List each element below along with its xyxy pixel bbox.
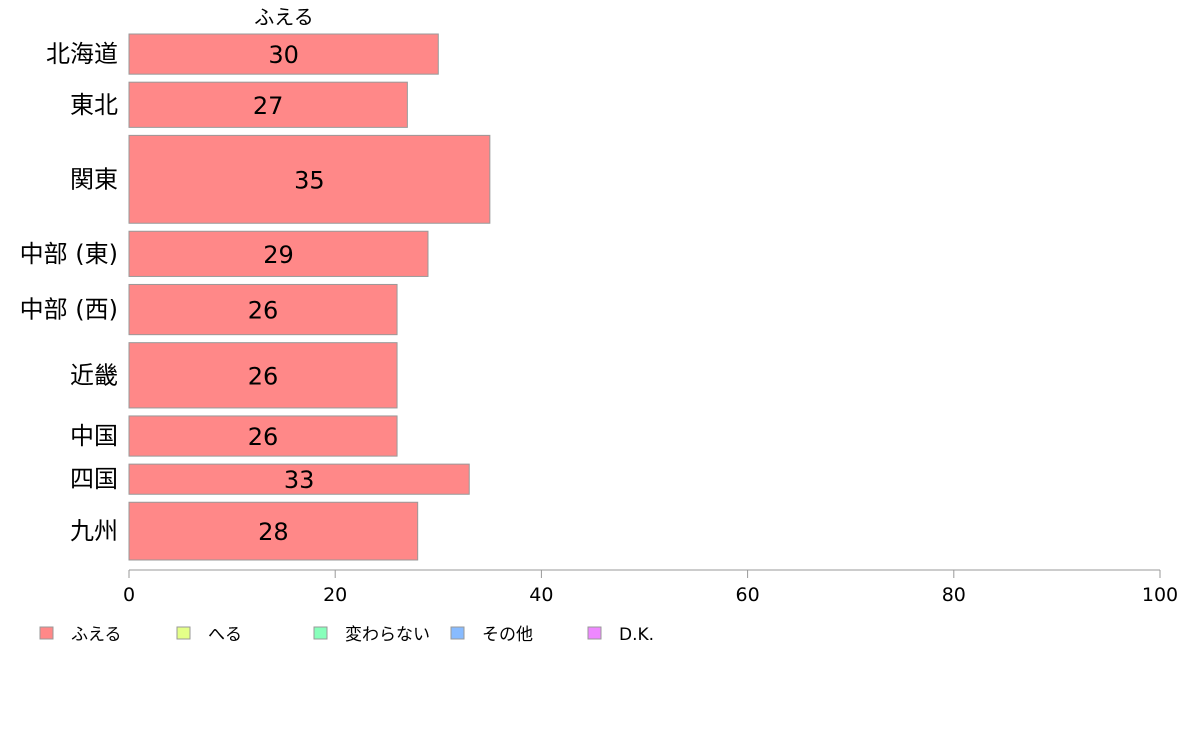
- bar-value-label-7: 33: [284, 466, 315, 494]
- x-tick-label-4: 80: [942, 584, 966, 606]
- x-tick-label-5: 100: [1142, 584, 1178, 606]
- bar-value-label-3: 29: [263, 241, 294, 269]
- legend-swatch-4: [587, 626, 602, 640]
- bar-1: [128, 81, 408, 128]
- category-label-1: 東北: [70, 91, 118, 119]
- category-label-8: 九州: [70, 517, 118, 545]
- x-tick-label-2: 40: [529, 584, 553, 606]
- bar-6: [128, 415, 398, 457]
- bar-value-label-8: 28: [258, 518, 289, 546]
- bar-value-label-2: 35: [294, 166, 325, 194]
- legend-label-1: へる: [208, 625, 242, 645]
- category-label-2: 関東: [70, 165, 118, 193]
- bar-value-label-0: 30: [268, 41, 299, 69]
- bar-2: [128, 134, 491, 224]
- legend-label-2: 変わらない: [345, 625, 430, 645]
- x-tick-label-0: 0: [123, 584, 135, 606]
- bar-8: [128, 501, 419, 561]
- category-label-7: 四国: [70, 465, 118, 493]
- legend-swatch-0: [39, 626, 54, 640]
- bar-4: [128, 283, 398, 336]
- bar-3: [128, 230, 429, 277]
- series-title: ふえる: [254, 5, 313, 29]
- legend-label-0: ふえる: [71, 625, 122, 645]
- x-tick-label-3: 60: [736, 584, 760, 606]
- bar-0: [128, 33, 439, 75]
- legend-swatch-1: [176, 626, 191, 640]
- bar-5: [128, 342, 398, 409]
- bar-value-label-6: 26: [248, 423, 279, 451]
- category-label-0: 北海道: [46, 40, 118, 68]
- bar-value-label-1: 27: [253, 92, 284, 120]
- category-label-3: 中部 (東): [20, 240, 118, 268]
- category-label-5: 近畿: [70, 361, 118, 389]
- legend-label-3: その他: [482, 625, 533, 645]
- category-label-4: 中部 (西): [20, 296, 118, 324]
- legend-swatch-3: [450, 626, 465, 640]
- x-tick-label-1: 20: [323, 584, 347, 606]
- legend: ふえる へる 変わらない その他 D.K.: [39, 625, 654, 645]
- bars-group: 北海道 30 東北 27 関東 35 中部 (東) 29 中部 (西) 26 近畿 26 中国 26 四国 3…: [20, 33, 491, 561]
- x-axis: 0 20 40 60 80 100: [123, 569, 1178, 606]
- bar-value-label-5: 26: [248, 362, 279, 390]
- bar-value-label-4: 26: [248, 297, 279, 325]
- category-label-6: 中国: [70, 422, 118, 450]
- bar-7: [128, 463, 470, 495]
- legend-swatch-2: [313, 626, 328, 640]
- legend-label-4: D.K.: [619, 625, 654, 645]
